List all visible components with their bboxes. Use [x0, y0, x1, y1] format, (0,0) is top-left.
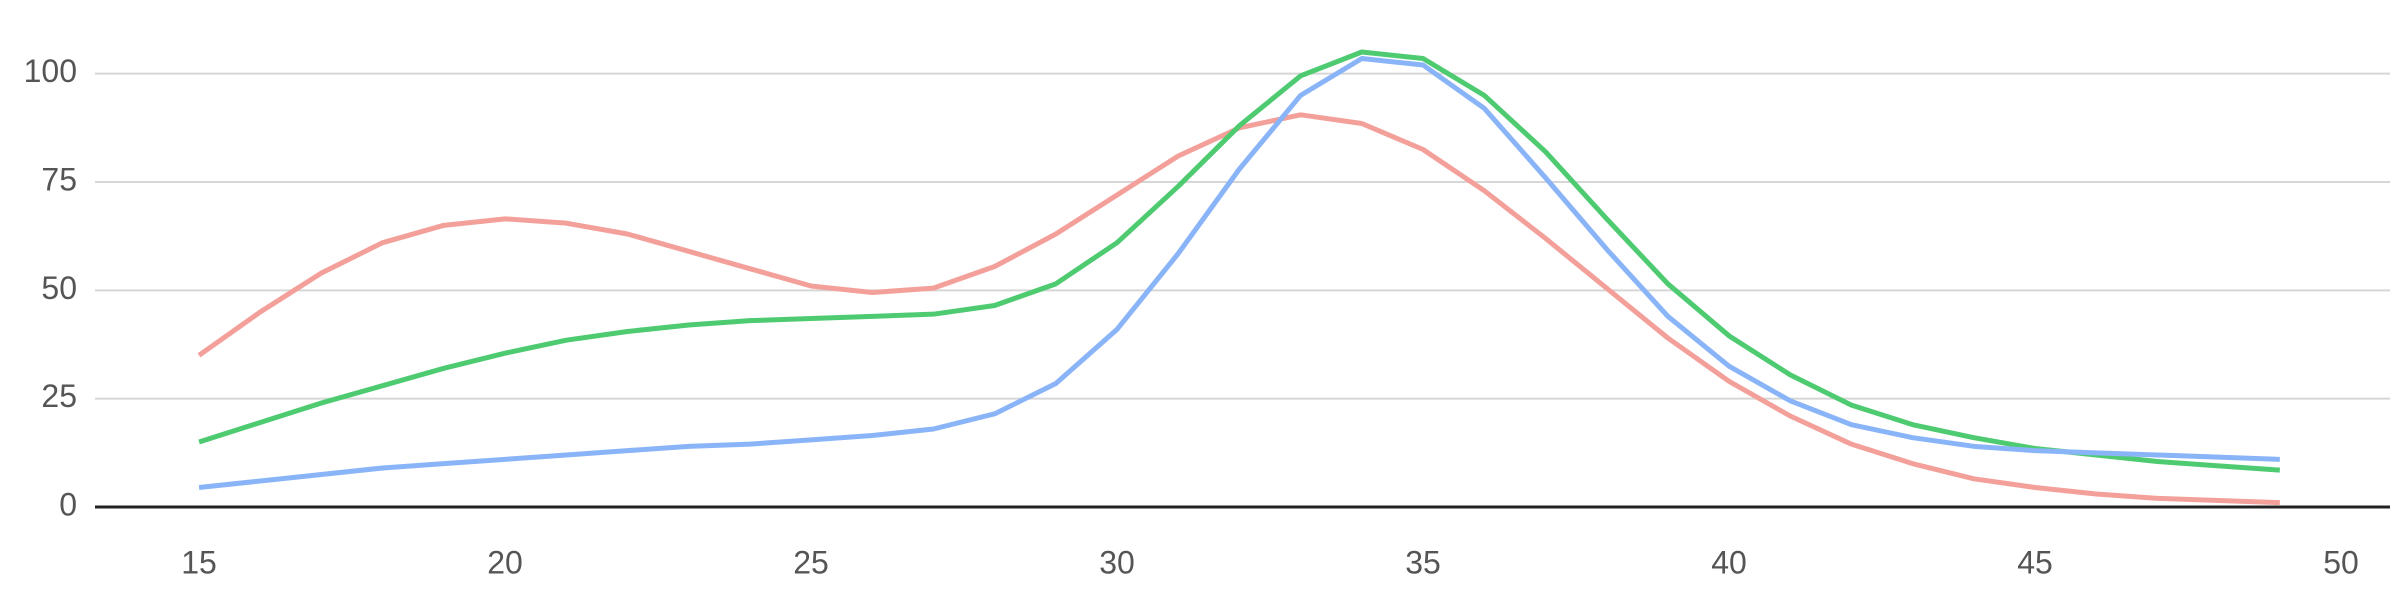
x-tick-label: 15 — [181, 544, 217, 580]
x-tick-label: 40 — [1711, 544, 1747, 580]
y-tick-label: 75 — [41, 161, 77, 197]
y-tick-label: 100 — [24, 53, 77, 89]
x-tick-label: 20 — [487, 544, 523, 580]
x-tick-label: 50 — [2323, 544, 2359, 580]
y-tick-label: 50 — [41, 270, 77, 306]
y-tick-label: 25 — [41, 378, 77, 414]
y-tick-label: 0 — [59, 486, 77, 522]
series-line — [198, 49, 2281, 473]
series-line — [198, 56, 2280, 490]
x-tick-label: 30 — [1099, 544, 1135, 580]
x-tick-label: 35 — [1405, 544, 1441, 580]
x-tick-label: 45 — [2017, 544, 2053, 580]
x-tick-label: 25 — [793, 544, 829, 580]
